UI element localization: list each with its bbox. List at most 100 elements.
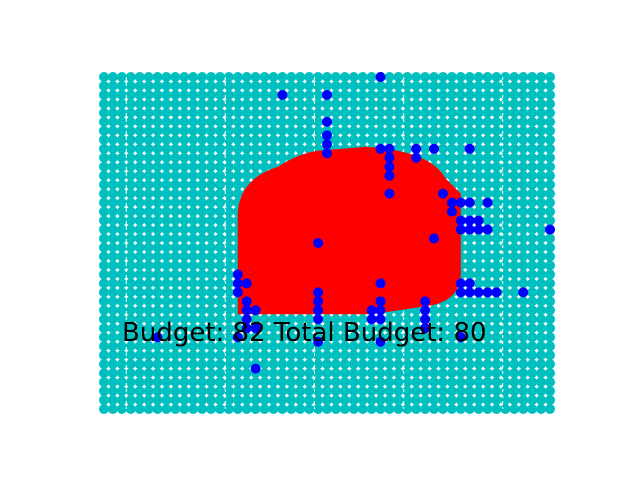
field-cell xyxy=(116,278,127,289)
field-cell xyxy=(509,260,520,271)
field-cell xyxy=(197,305,208,316)
field-cell xyxy=(170,341,181,352)
field-cell xyxy=(446,395,457,406)
field-cell xyxy=(206,80,217,91)
field-cell xyxy=(402,125,413,136)
field-cell xyxy=(384,341,395,352)
field-cell xyxy=(170,305,181,316)
field-cell xyxy=(134,251,145,262)
field-cell xyxy=(348,89,359,100)
field-cell xyxy=(241,332,252,343)
field-cell xyxy=(304,404,315,414)
field-cell xyxy=(375,368,386,379)
field-cell xyxy=(223,341,234,352)
field-cell xyxy=(375,377,386,388)
field-cell xyxy=(339,125,350,136)
field-cell xyxy=(152,98,163,109)
field-cell xyxy=(125,80,136,91)
field-cell xyxy=(161,314,172,325)
field-cell xyxy=(527,287,538,298)
field-cell xyxy=(259,143,270,154)
field-cell xyxy=(206,179,217,190)
field-cell xyxy=(116,72,127,82)
field-cell xyxy=(536,107,547,118)
field-cell xyxy=(134,404,145,414)
probe-point xyxy=(375,72,386,82)
field-cell xyxy=(536,341,547,352)
field-cell xyxy=(545,359,555,370)
field-cell xyxy=(473,332,484,343)
field-cell xyxy=(206,332,217,343)
field-cell xyxy=(134,323,145,334)
field-cell xyxy=(206,341,217,352)
field-cell xyxy=(357,404,368,414)
field-cell xyxy=(143,170,154,181)
field-cell xyxy=(214,143,225,154)
field-cell xyxy=(482,260,493,271)
field-cell xyxy=(214,215,225,226)
field-cell xyxy=(446,368,457,379)
field-cell xyxy=(223,395,234,406)
field-cell xyxy=(170,296,181,307)
field-cell xyxy=(125,251,136,262)
field-cell xyxy=(491,134,502,145)
field-cell xyxy=(464,233,475,244)
field-cell xyxy=(197,125,208,136)
field-cell xyxy=(518,296,529,307)
field-cell xyxy=(125,233,136,244)
field-cell xyxy=(357,80,368,91)
field-cell xyxy=(197,224,208,235)
field-cell xyxy=(125,72,136,82)
field-cell xyxy=(500,242,511,253)
field-cell xyxy=(473,179,484,190)
field-cell xyxy=(313,125,324,136)
field-cell xyxy=(179,125,190,136)
field-cell xyxy=(536,134,547,145)
field-cell xyxy=(509,170,520,181)
field-cell xyxy=(402,116,413,127)
field-cell xyxy=(206,98,217,109)
field-cell xyxy=(473,269,484,280)
field-cell xyxy=(152,170,163,181)
field-cell xyxy=(143,233,154,244)
field-cell xyxy=(107,224,118,235)
field-cell xyxy=(116,341,127,352)
field-cell xyxy=(125,278,136,289)
field-cell xyxy=(313,98,324,109)
field-cell xyxy=(223,287,234,298)
field-cell xyxy=(491,368,502,379)
field-cell xyxy=(143,152,154,163)
probe-point xyxy=(518,287,529,298)
field-cell xyxy=(536,296,547,307)
probe-point xyxy=(384,143,395,154)
field-cell xyxy=(509,386,520,397)
field-cell xyxy=(384,350,395,361)
field-cell xyxy=(295,323,306,334)
field-cell xyxy=(545,260,555,271)
field-cell xyxy=(500,143,511,154)
field-cell xyxy=(188,305,199,316)
field-cell xyxy=(437,143,448,154)
field-cell xyxy=(518,116,529,127)
field-cell xyxy=(527,161,538,172)
field-cell xyxy=(223,251,234,262)
field-cell xyxy=(348,72,359,82)
field-cell xyxy=(473,251,484,262)
field-cell xyxy=(437,125,448,136)
field-cell xyxy=(464,404,475,414)
field-cell xyxy=(250,332,261,343)
field-cell xyxy=(152,386,163,397)
field-cell xyxy=(134,125,145,136)
field-cell xyxy=(473,89,484,100)
field-cell xyxy=(223,125,234,136)
field-cell xyxy=(322,107,332,118)
field-cell xyxy=(179,368,190,379)
field-cell xyxy=(241,341,252,352)
field-cell xyxy=(473,314,484,325)
field-cell xyxy=(393,377,404,388)
field-cell xyxy=(482,269,493,280)
field-cell xyxy=(99,206,109,217)
field-cell xyxy=(304,125,315,136)
field-cell xyxy=(134,332,145,343)
field-cell xyxy=(170,188,181,199)
